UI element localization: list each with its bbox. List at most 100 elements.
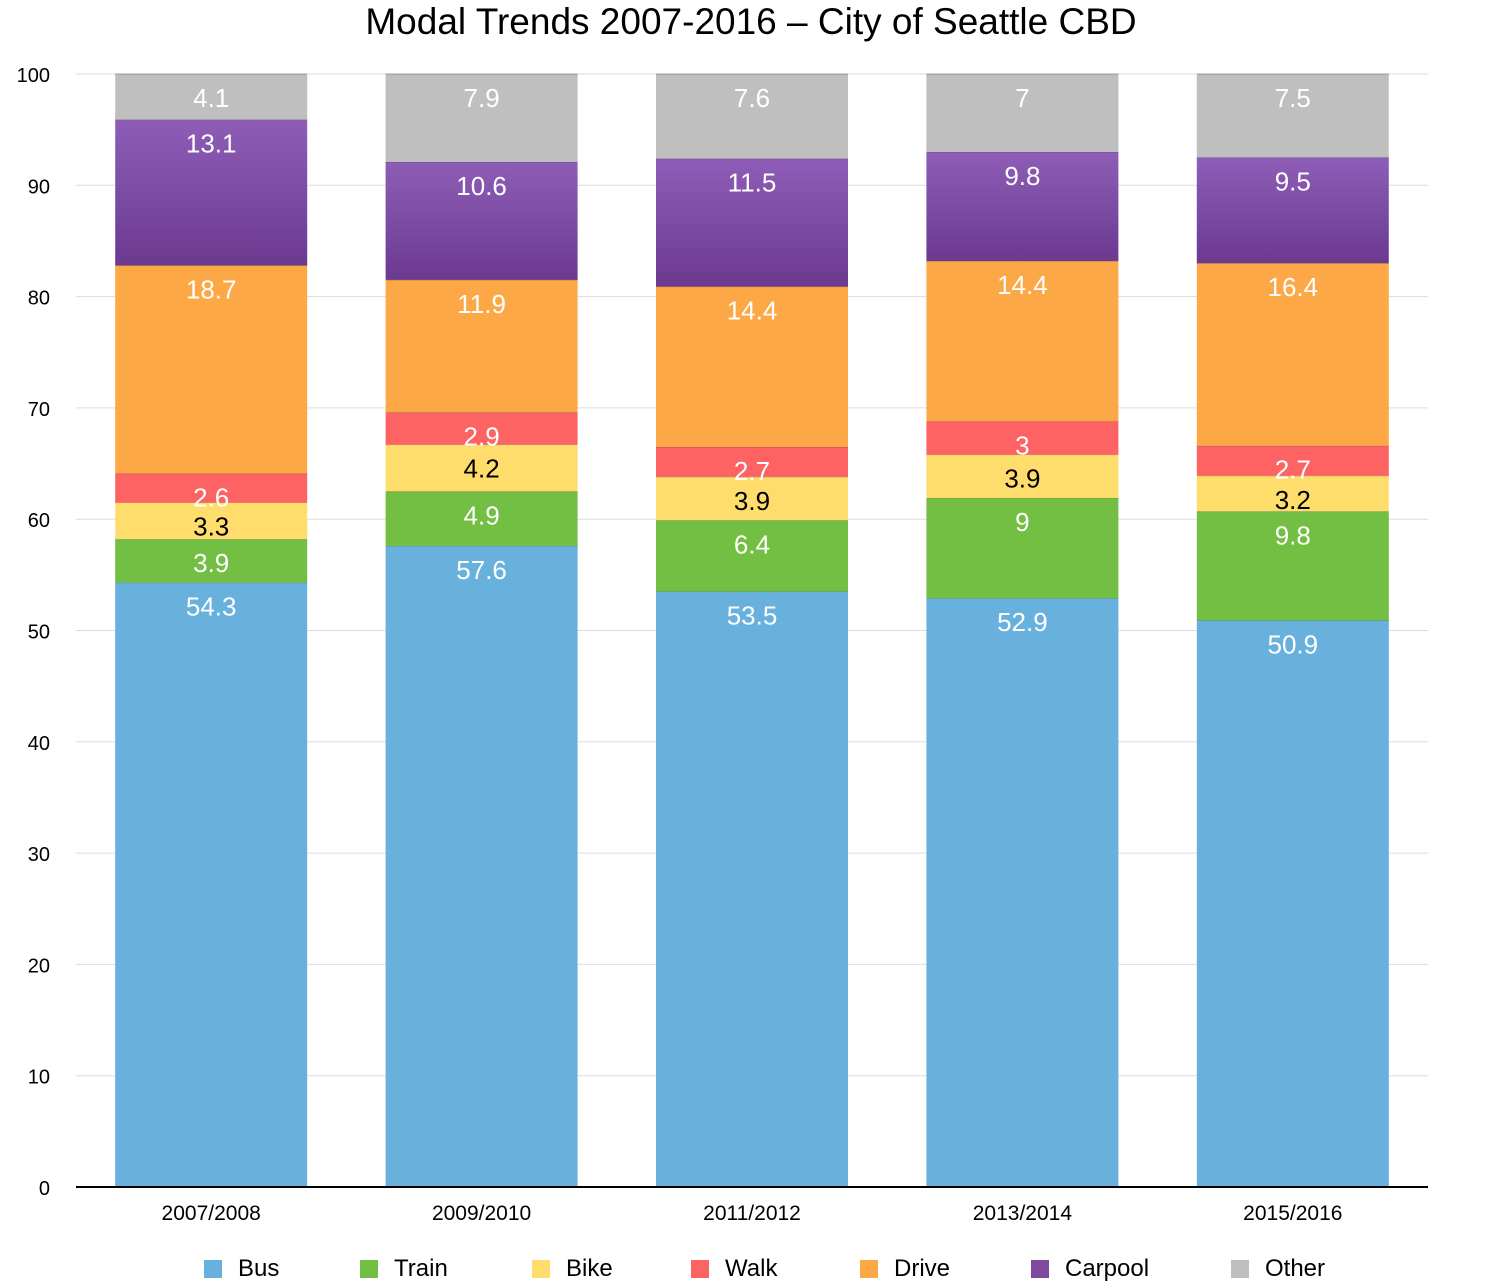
data-label-walk: 2.7: [1275, 455, 1311, 485]
legend-label: Walk: [725, 1255, 778, 1282]
bar-segment-carpool: [926, 151, 1119, 261]
legend-item-carpool: Carpool: [1031, 1252, 1149, 1286]
bar-segment-drive: [115, 265, 308, 474]
bar-segment-bike: [1196, 475, 1389, 512]
data-label-walk: 2.6: [193, 483, 229, 513]
bar-segment-walk: [926, 421, 1119, 455]
y-tick-label: 30: [28, 844, 50, 866]
legend-swatch: [1231, 1260, 1249, 1278]
data-label-train: 3.9: [193, 548, 229, 578]
data-label-other: 7.6: [734, 83, 770, 113]
legend-label: Bus: [238, 1255, 280, 1282]
data-label-bus: 57.6: [456, 555, 507, 585]
data-label-drive: 14.4: [727, 296, 778, 326]
legend-swatch: [360, 1260, 378, 1278]
data-label-carpool: 9.8: [1004, 161, 1040, 191]
data-label-walk: 2.9: [464, 421, 500, 451]
data-label-bus: 52.9: [997, 607, 1048, 637]
legend-swatch: [532, 1260, 550, 1278]
x-tick-label: 2011/2012: [703, 1202, 801, 1225]
bar-segment-bus: [115, 582, 308, 1187]
bar-segment-drive: [385, 279, 578, 413]
y-tick-label: 40: [28, 733, 50, 755]
bar-segment-drive: [1196, 263, 1389, 446]
x-tick-label: 2015/2016: [1243, 1202, 1342, 1225]
data-label-other: 4.1: [193, 83, 229, 113]
bar-segment-bike: [385, 444, 578, 492]
bar-segment-train: [1196, 511, 1389, 621]
data-label-drive: 16.4: [1267, 272, 1318, 302]
data-label-carpool: 11.5: [728, 168, 777, 198]
data-label-carpool: 9.5: [1275, 166, 1311, 196]
legend-item-train: Train: [360, 1252, 448, 1286]
chart-title: Modal Trends 2007-2016 – City of Seattle…: [365, 1, 1137, 42]
data-label-drive: 14.4: [997, 270, 1048, 300]
data-label-train: 9.8: [1275, 520, 1311, 550]
bar-segment-walk: [1196, 445, 1389, 476]
y-tick-label: 50: [28, 622, 50, 644]
legend-item-walk: Walk: [691, 1252, 777, 1286]
data-label-drive: 11.9: [457, 289, 506, 319]
y-tick-label: 0: [39, 1178, 50, 1200]
data-label-other: 7: [1015, 83, 1029, 113]
bar-segment-carpool: [385, 161, 578, 280]
data-label-walk: 3: [1015, 430, 1029, 460]
x-tick-label: 2007/2008: [162, 1202, 261, 1225]
data-label-train: 4.9: [464, 500, 500, 530]
x-tick-label: 2009/2010: [432, 1202, 531, 1225]
y-tick-label: 90: [28, 176, 50, 198]
bar-segment-other: [385, 74, 578, 162]
bar-segment-bus: [926, 598, 1119, 1187]
data-label-bike: 3.2: [1275, 485, 1311, 515]
y-tick-label: 100: [17, 65, 50, 87]
data-label-drive: 18.7: [186, 274, 237, 304]
data-label-bus: 53.5: [727, 601, 778, 631]
bar-segment-other: [656, 74, 848, 159]
data-label-bike: 3.3: [193, 512, 229, 542]
y-tick-label: 10: [28, 1067, 50, 1089]
data-label-other: 7.9: [464, 83, 500, 113]
legend-label: Drive: [894, 1255, 951, 1282]
bar-segment-carpool: [656, 158, 848, 287]
chart-legend: Bus Train Bike Walk Drive Carpool Other: [0, 1252, 1502, 1286]
bar-segment-train: [385, 491, 578, 546]
bar-segment-walk: [115, 473, 308, 503]
y-tick-label: 60: [28, 510, 50, 532]
data-label-bus: 54.3: [186, 592, 237, 622]
legend-label: Carpool: [1065, 1255, 1150, 1282]
bar-segment-bus: [1196, 620, 1389, 1187]
bar-segment-bike: [656, 476, 848, 521]
bar-segment-drive: [656, 286, 848, 447]
data-label-bike: 3.9: [1004, 464, 1040, 494]
data-label-other: 7.5: [1275, 83, 1311, 113]
bar-segment-drive: [926, 260, 1119, 422]
bar-segment-train: [926, 498, 1119, 599]
bar-segment-carpool: [115, 119, 308, 266]
legend-item-bike: Bike: [532, 1252, 613, 1286]
data-label-bus: 50.9: [1267, 629, 1318, 659]
data-label-carpool: 10.6: [456, 171, 507, 201]
legend-swatch: [860, 1260, 878, 1278]
data-label-train: 9: [1015, 507, 1029, 537]
bar-segment-other: [1196, 74, 1389, 158]
legend-swatch: [1031, 1260, 1049, 1278]
data-label-carpool: 13.1: [186, 129, 237, 159]
data-label-walk: 2.7: [734, 456, 770, 486]
bar-segment-walk: [385, 412, 578, 445]
data-label-bike: 3.9: [734, 486, 770, 516]
legend-label: Other: [1265, 1255, 1326, 1282]
legend-label: Bike: [566, 1255, 613, 1282]
legend-label: Train: [394, 1255, 448, 1282]
data-label-bike: 4.2: [464, 454, 500, 484]
y-tick-label: 70: [28, 399, 50, 421]
chart-plot: 0 10 20 30 40 50 60 70 80 90 100 54.3 3.9 3.32.6 18.7…: [17, 65, 1428, 1225]
data-label-train: 6.4: [734, 529, 770, 559]
y-tick-label: 20: [28, 955, 50, 977]
legend-swatch: [204, 1260, 222, 1278]
bar-segment-bike: [115, 502, 308, 540]
bar-segment-other: [926, 74, 1119, 152]
bar-segment-bike: [926, 454, 1119, 499]
legend-item-drive: Drive: [860, 1252, 950, 1286]
bar-segment-walk: [656, 446, 848, 477]
legend-item-bus: Bus: [204, 1252, 279, 1286]
